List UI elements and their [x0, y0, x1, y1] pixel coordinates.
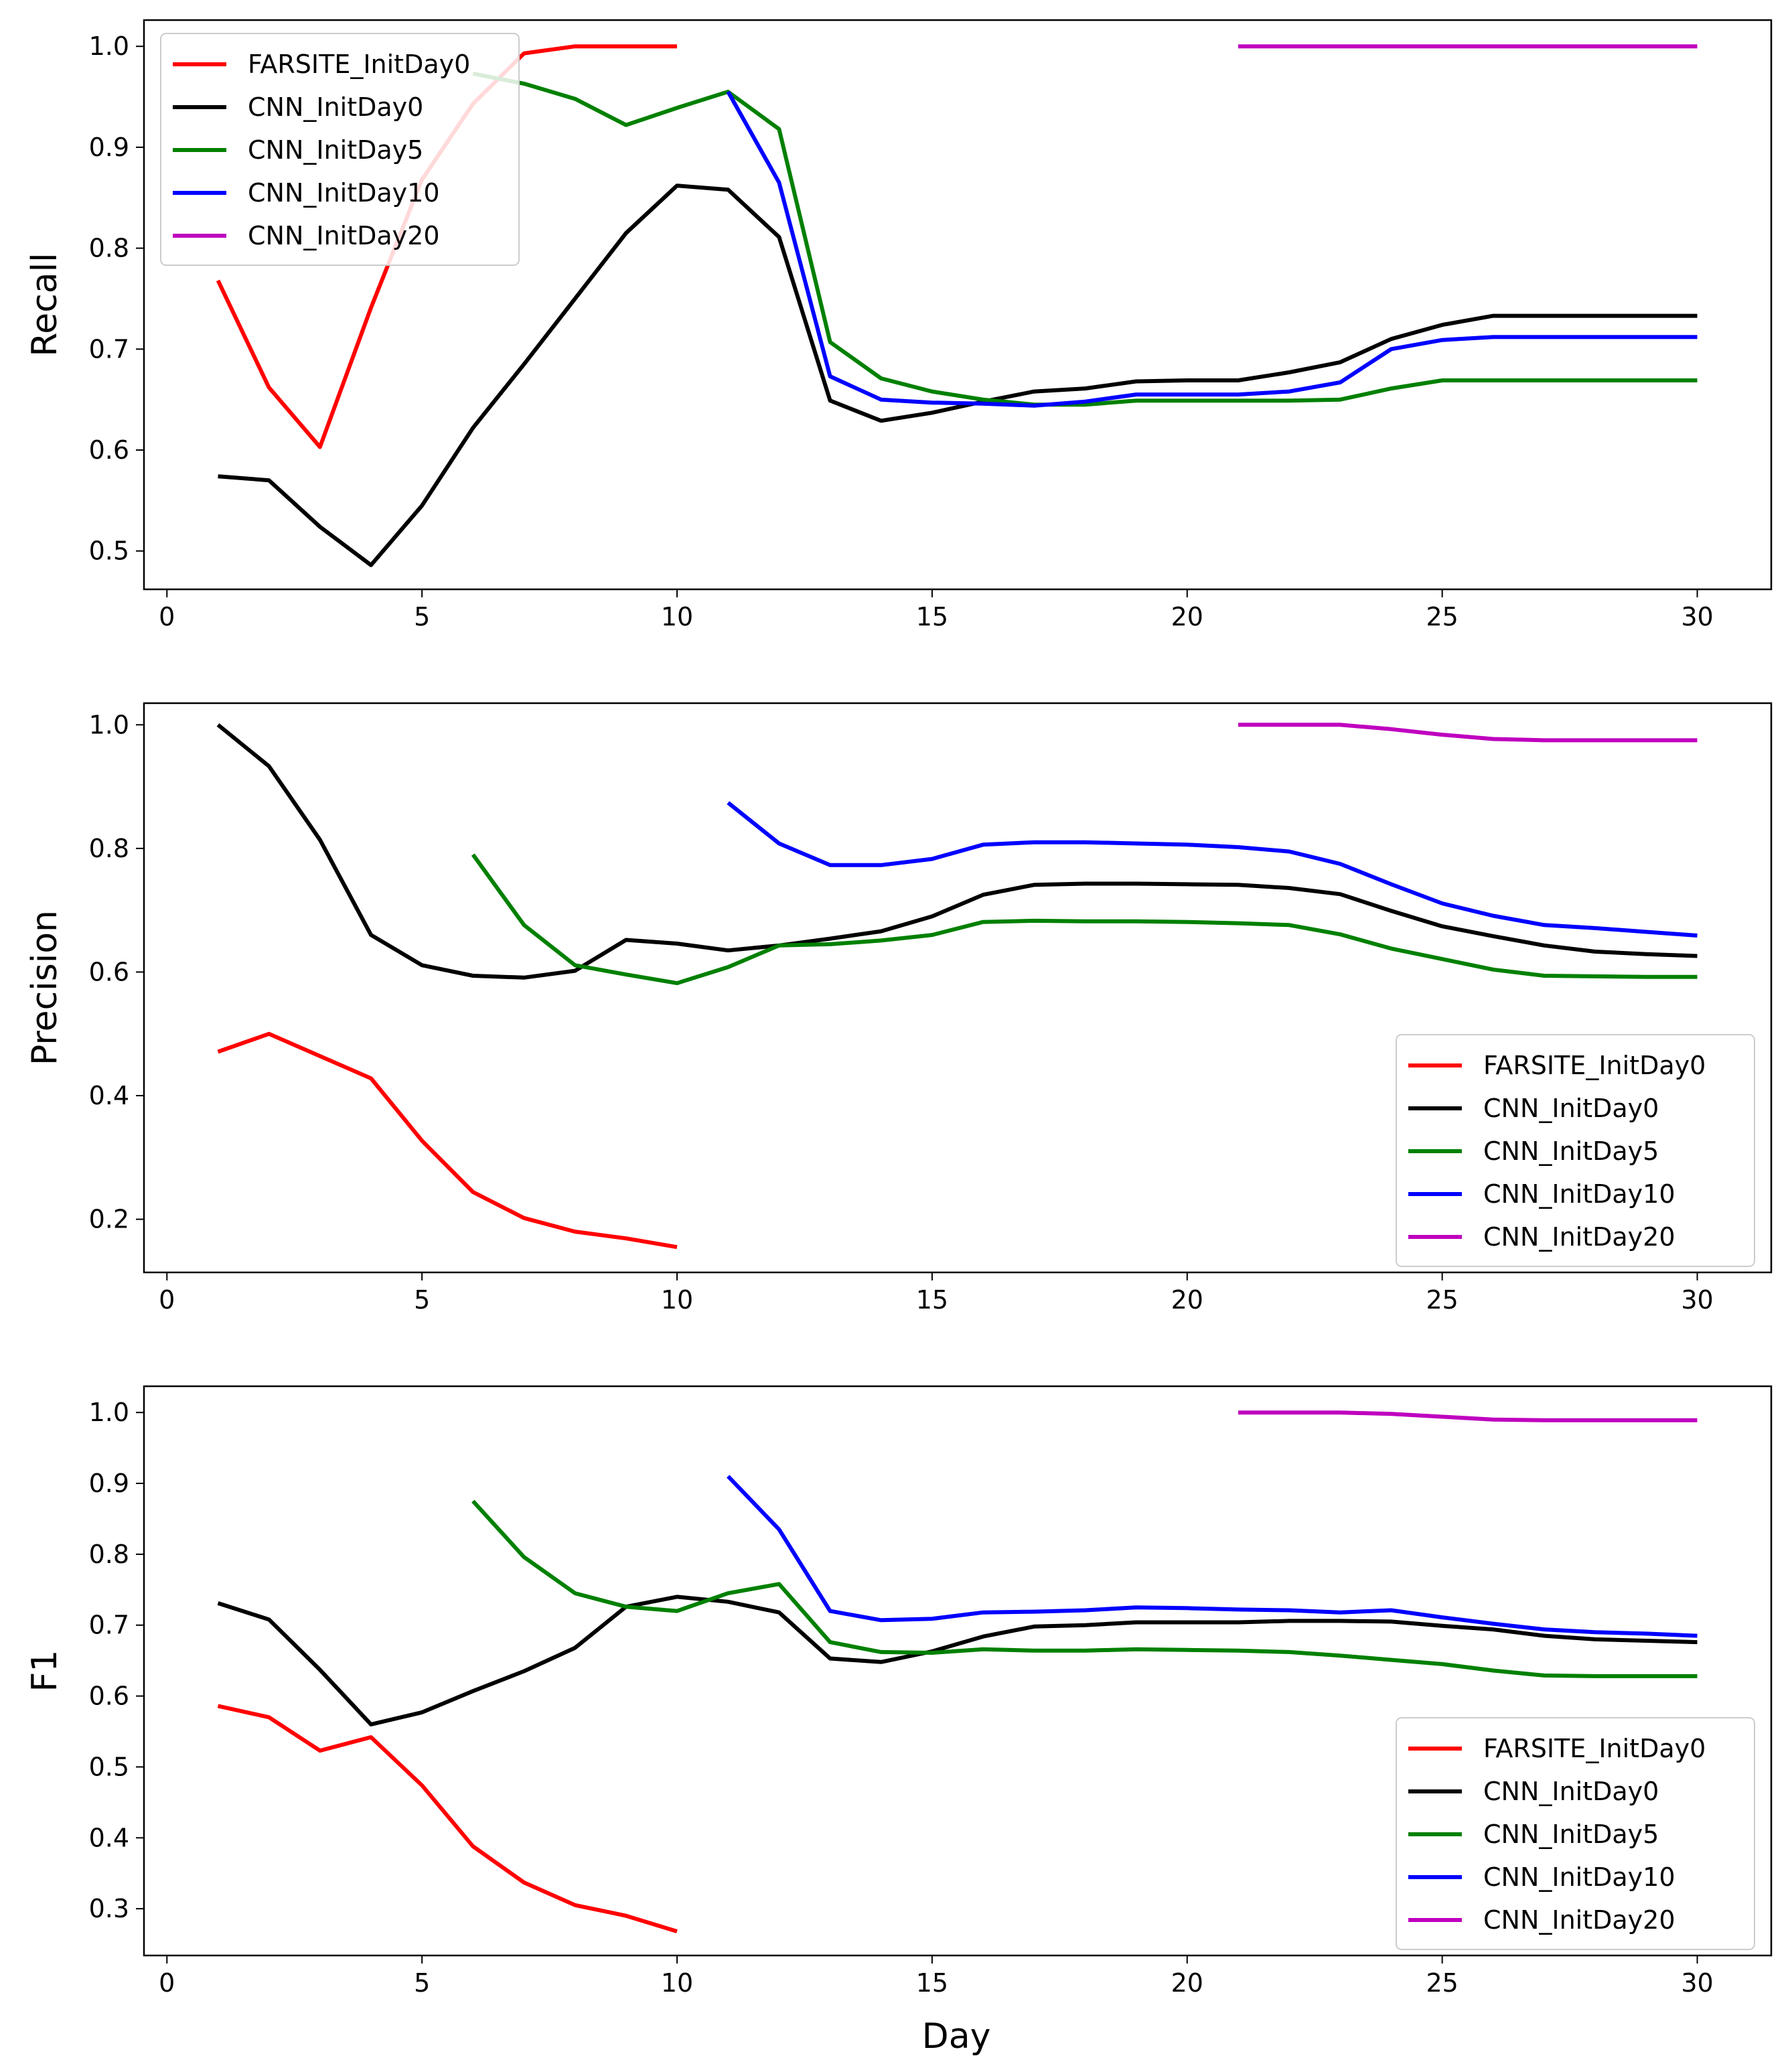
x-tick-label: 25 [1426, 1285, 1458, 1315]
x-tick-label: 5 [414, 602, 430, 632]
y-tick-label: 0.3 [89, 1894, 129, 1923]
x-tick-label: 10 [661, 1968, 693, 1998]
x-tick-label: 0 [159, 602, 175, 632]
legend-label: FARSITE_InitDay0 [1483, 1051, 1706, 1080]
x-axis-label: Day [922, 2016, 991, 2057]
legend-label: CNN_InitDay5 [248, 135, 423, 165]
legend-label: CNN_InitDay20 [248, 221, 440, 250]
legend-label: CNN_InitDay5 [1483, 1820, 1659, 1849]
x-tick-label: 10 [661, 602, 693, 632]
chart-panel-precision: 0 5 10 15 20 25 30 0.2 0.4 0.6 0.8 1.0 Precision FARS… [25, 702, 1773, 1315]
legend-label: CNN_InitDay0 [248, 92, 423, 122]
y-axis-label: Recall [25, 252, 65, 356]
y-tick-label: 0.6 [89, 957, 129, 986]
legend-label: CNN_InitDay0 [1483, 1094, 1659, 1123]
series-line-farsite-initday0 [217, 1704, 678, 1933]
series-line-cnn-initday5 [471, 853, 1698, 986]
plot-frame [143, 19, 1773, 591]
x-tick-label: 20 [1171, 1968, 1203, 1998]
series-line-cnn-initday0 [218, 183, 1698, 567]
x-tick-label: 15 [916, 1968, 948, 1998]
x-tick-label: 20 [1171, 1285, 1203, 1315]
legend-label: CNN_InitDay10 [1483, 1179, 1675, 1209]
y-tick-label: 0.8 [89, 234, 129, 263]
legend: FARSITE_InitDay0 CNN_InitDay0 CNN_InitDay5… [1396, 1034, 1755, 1267]
plot-frame [143, 1385, 1773, 1957]
y-tick-label: 0.6 [89, 1682, 129, 1711]
y-tick-label: 0.5 [89, 1752, 129, 1781]
series-line-cnn-initday0 [216, 723, 1698, 980]
legend-label: CNN_InitDay5 [1483, 1136, 1659, 1166]
y-tick-label: 0.6 [89, 435, 129, 465]
y-tick-label: 0.4 [89, 1823, 129, 1852]
y-tick-label: 0.9 [89, 133, 129, 162]
legend-label: CNN_InitDay10 [1483, 1862, 1675, 1892]
legend-label: CNN_InitDay20 [1483, 1222, 1675, 1252]
y-tick-label: 0.7 [89, 1611, 129, 1640]
y-axis-label: F1 [25, 1650, 65, 1692]
legend-frame [1396, 1717, 1755, 1950]
y-tick-label: 0.5 [89, 536, 129, 566]
series-line-cnn-initday20 [1238, 1410, 1698, 1422]
y-tick-label: 0.8 [89, 834, 129, 863]
legend-label: FARSITE_InitDay0 [1483, 1734, 1706, 1763]
x-tick-label: 25 [1426, 1968, 1458, 1998]
legend-frame [160, 33, 520, 266]
plot-frame [143, 702, 1773, 1274]
x-tick-label: 10 [661, 1285, 693, 1315]
x-tick-label: 30 [1681, 1285, 1713, 1315]
x-tick-label: 20 [1171, 602, 1203, 632]
legend-label: CNN_InitDay0 [1483, 1777, 1659, 1806]
x-tick-label: 0 [159, 1285, 175, 1315]
series-line-cnn-initday5 [471, 1499, 1698, 1678]
y-tick-label: 1.0 [89, 710, 129, 739]
y-tick-label: 1.0 [89, 1398, 129, 1427]
y-tick-label: 0.9 [89, 1469, 129, 1498]
x-tick-label: 30 [1681, 602, 1713, 632]
y-tick-label: 0.2 [89, 1205, 129, 1234]
legend: FARSITE_InitDay0 CNN_InitDay0 CNN_InitDay5… [1396, 1717, 1755, 1950]
legend: FARSITE_InitDay0 CNN_InitDay0 CNN_InitDay5… [160, 33, 520, 266]
chart-panel-recall: 0 5 10 15 20 25 30 0.5 0.6 0.7 0.8 0.9 1.0 Recall FARS… [25, 19, 1773, 632]
x-tick-label: 0 [159, 1968, 175, 1998]
y-tick-label: 0.4 [89, 1081, 129, 1110]
legend-label: CNN_InitDay20 [1483, 1905, 1675, 1935]
y-tick-label: 0.7 [89, 334, 129, 364]
series-line-farsite-initday0 [217, 1031, 678, 1250]
x-tick-label: 5 [414, 1285, 430, 1315]
legend-label: FARSITE_InitDay0 [248, 50, 470, 79]
y-tick-label: 0.8 [89, 1540, 129, 1569]
x-tick-label: 30 [1681, 1968, 1713, 1998]
legend-label: CNN_InitDay10 [248, 178, 440, 208]
y-tick-label: 1.0 [89, 31, 129, 61]
series-line-cnn-initday10 [726, 90, 1698, 408]
chart-panel-f1: 0 5 10 15 20 25 30 0.3 0.4 0.5 0.6 0.7 0.8 0.9 1.0 F1 FA… [25, 1385, 1773, 1998]
legend-frame [1396, 1034, 1755, 1267]
chart-panels: 0 5 10 15 20 25 30 0.5 0.6 0.7 0.8 0.9 1.0 Recall FARS… [25, 19, 1773, 1998]
series-line-cnn-initday20 [1238, 723, 1698, 743]
x-tick-label: 25 [1426, 602, 1458, 632]
x-tick-label: 15 [916, 1285, 948, 1315]
y-axis-label: Precision [25, 910, 65, 1065]
x-tick-label: 15 [916, 602, 948, 632]
series-line-cnn-initday5 [472, 71, 1698, 407]
series-line-cnn-initday10 [727, 801, 1698, 938]
series-line-cnn-initday0 [217, 1595, 1698, 1726]
series-line-cnn-initday10 [727, 1475, 1698, 1638]
x-tick-label: 5 [414, 1968, 430, 1998]
